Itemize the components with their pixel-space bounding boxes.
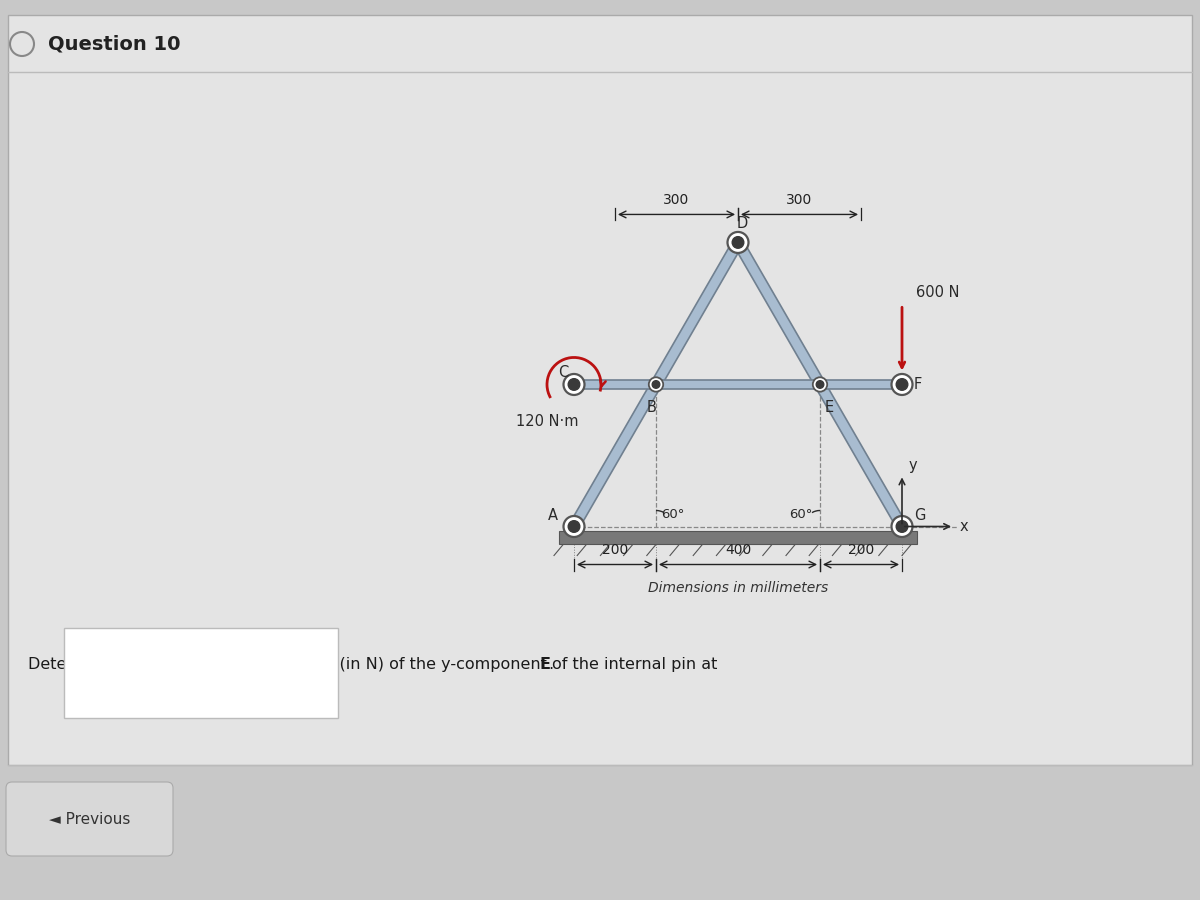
Text: 300: 300 <box>664 194 690 207</box>
Text: F: F <box>914 377 923 392</box>
Polygon shape <box>569 239 743 529</box>
FancyBboxPatch shape <box>64 628 338 717</box>
Text: D: D <box>737 216 748 231</box>
Text: 60°: 60° <box>661 508 684 520</box>
Circle shape <box>892 516 912 537</box>
Text: E: E <box>826 400 834 416</box>
Text: B: B <box>647 400 656 416</box>
Text: E: E <box>540 657 551 672</box>
Text: .: . <box>548 657 553 672</box>
Text: x: x <box>960 519 968 534</box>
Text: 300: 300 <box>786 194 812 207</box>
Text: 600 N: 600 N <box>916 285 960 301</box>
Text: y: y <box>910 457 918 472</box>
Text: ◄ Previous: ◄ Previous <box>49 812 130 826</box>
Bar <box>559 530 917 544</box>
Text: 200: 200 <box>602 544 628 557</box>
Circle shape <box>892 374 912 395</box>
Text: 400: 400 <box>725 544 751 557</box>
Circle shape <box>653 381 660 388</box>
Circle shape <box>816 381 824 388</box>
Circle shape <box>896 521 908 532</box>
Circle shape <box>732 237 744 248</box>
Text: G: G <box>914 508 925 524</box>
Circle shape <box>564 516 584 537</box>
Text: 120 N·m: 120 N·m <box>516 415 578 429</box>
Circle shape <box>569 379 580 391</box>
Circle shape <box>727 232 749 253</box>
FancyBboxPatch shape <box>6 782 173 856</box>
Text: Dimensions in millimeters: Dimensions in millimeters <box>648 580 828 595</box>
Text: Question 10: Question 10 <box>48 34 180 53</box>
Circle shape <box>569 521 580 532</box>
Polygon shape <box>733 239 907 529</box>
Text: 200: 200 <box>848 544 874 557</box>
Text: Determine the magnitude of the force (in N) of the y-component of the internal p: Determine the magnitude of the force (in… <box>28 657 722 672</box>
Circle shape <box>896 379 908 391</box>
Text: 60°: 60° <box>788 508 812 520</box>
FancyBboxPatch shape <box>8 15 1192 765</box>
Circle shape <box>812 377 827 392</box>
Text: C: C <box>558 365 568 381</box>
Circle shape <box>564 374 584 395</box>
Text: A: A <box>548 508 558 523</box>
Circle shape <box>649 377 664 392</box>
Polygon shape <box>574 381 902 389</box>
